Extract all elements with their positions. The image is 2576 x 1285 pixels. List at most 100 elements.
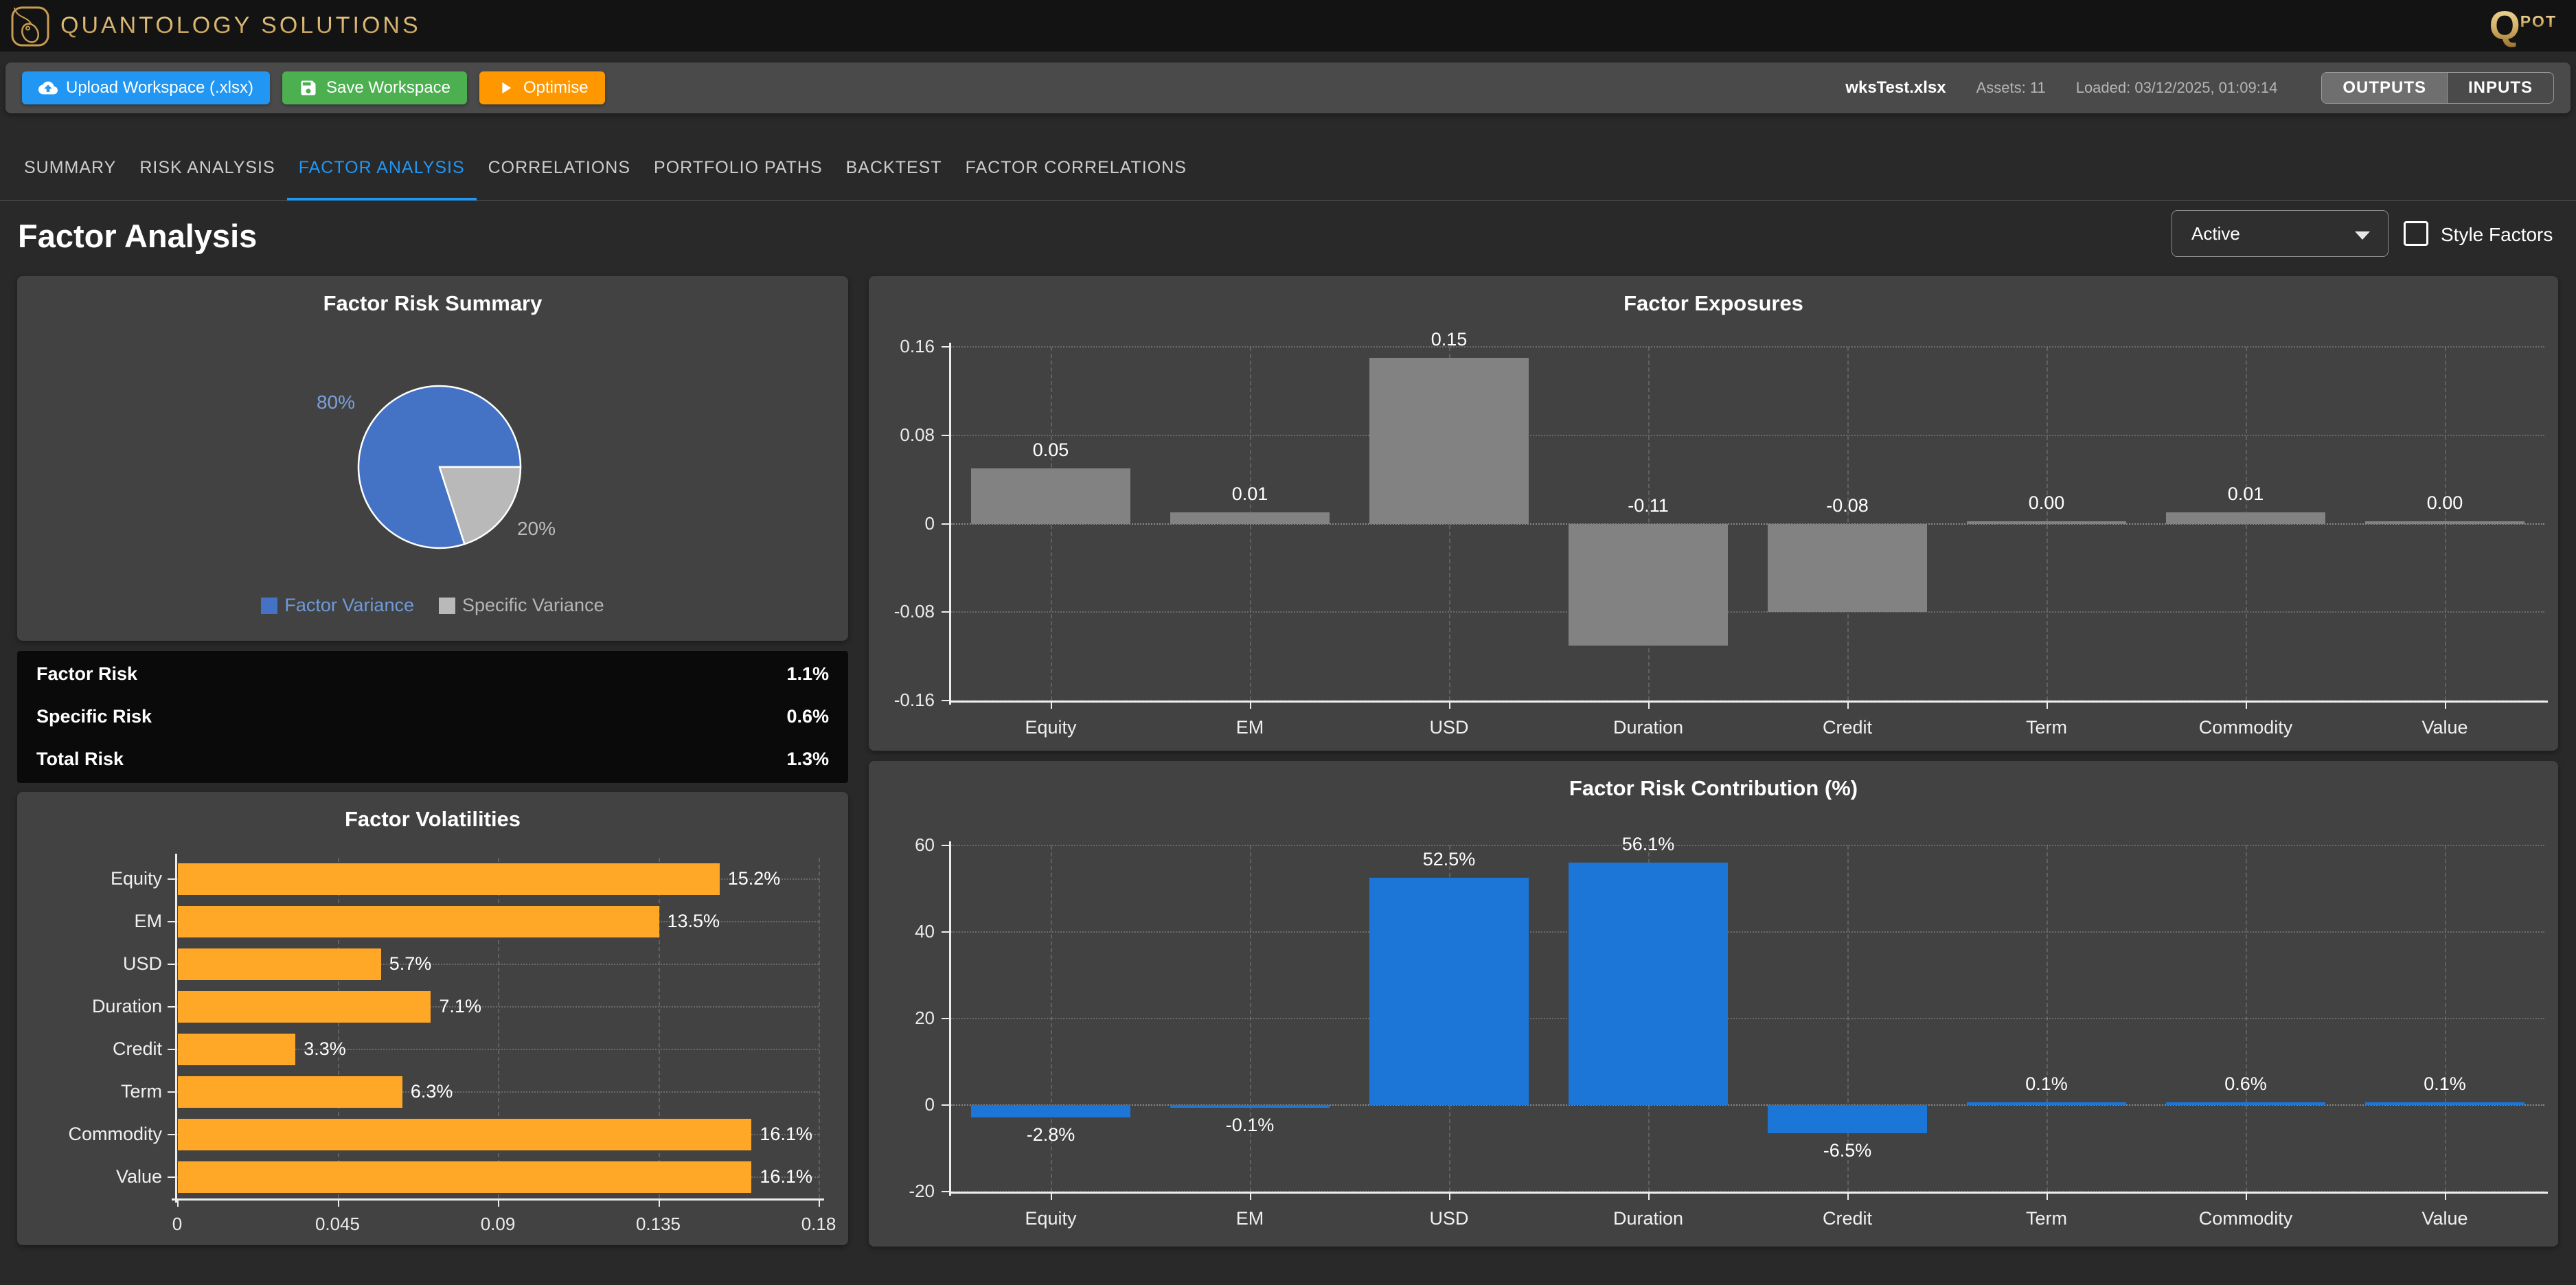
y-tick — [168, 878, 176, 880]
value-label: 5.7% — [389, 953, 432, 974]
x-gridline — [2047, 347, 2048, 701]
qpot-logo: Q POT — [2489, 0, 2557, 52]
inputs-toggle-button[interactable]: INPUTS — [2446, 73, 2553, 103]
x-gridline — [2445, 347, 2446, 701]
optimise-label: Optimise — [523, 78, 589, 97]
y-tick-label: 20 — [915, 1008, 935, 1028]
y-gridline — [951, 611, 2544, 613]
tab-portfolio-paths[interactable]: PORTFOLIO PATHS — [654, 157, 823, 177]
category-label: Value — [2421, 717, 2468, 738]
tab-risk-analysis[interactable]: RISK ANALYSIS — [139, 157, 275, 177]
y-tick — [942, 1018, 950, 1019]
tab-correlations[interactable]: CORRELATIONS — [488, 157, 631, 177]
optimise-button[interactable]: Optimise — [479, 71, 605, 104]
category-label: Credit — [1822, 1208, 1873, 1229]
upload-workspace-label: Upload Workspace (.xlsx) — [66, 78, 253, 97]
table-row: Factor Risk 1.1% — [17, 652, 848, 695]
category-label: Term — [2026, 1208, 2067, 1229]
portfolio-mode-select[interactable]: Active — [2172, 210, 2389, 257]
x-tick-label: 0.135 — [635, 1214, 681, 1234]
value-label: 0.01 — [2227, 484, 2264, 505]
save-workspace-button[interactable]: Save Workspace — [282, 71, 467, 104]
pie-legend: Factor Variance Specific Variance — [17, 595, 848, 616]
x-gridline — [2246, 347, 2247, 701]
y-tick — [168, 1176, 176, 1178]
outputs-toggle-button[interactable]: OUTPUTS — [2322, 73, 2447, 103]
bar-duration — [1569, 523, 1728, 646]
y-tick-label: 60 — [915, 834, 935, 855]
bar-commodity — [2166, 512, 2325, 524]
y-gridline — [177, 1049, 819, 1050]
y-gridline — [951, 845, 2544, 846]
x-gridline — [1250, 347, 1251, 701]
x-gridline — [1847, 845, 1849, 1192]
value-label: 16.1% — [760, 1124, 812, 1144]
y-axis-line — [949, 343, 951, 705]
x-tick — [658, 1198, 660, 1207]
pie-slice-factor-variance — [357, 385, 522, 549]
y-tick-label: 0 — [924, 512, 935, 534]
style-factors-checkbox[interactable] — [2404, 221, 2428, 246]
y-gridline — [951, 1104, 2544, 1106]
y-gridline — [177, 964, 819, 965]
category-label: Duration — [1612, 1208, 1684, 1229]
y-tick-label: -0.16 — [893, 690, 935, 710]
chevron-down-icon — [2355, 231, 2370, 240]
bar-term — [1967, 521, 2126, 524]
page-title: Factor Analysis — [18, 218, 258, 254]
bar-em — [1170, 512, 1330, 524]
y-tick-label: -20 — [909, 1181, 935, 1201]
tab-factor-analysis[interactable]: FACTOR ANALYSIS — [286, 137, 477, 201]
x-tick — [2047, 1192, 2048, 1200]
y-tick-label: 0.08 — [900, 424, 935, 445]
category-label: Commodity — [2198, 1208, 2293, 1229]
y-gridline — [951, 346, 2544, 348]
y-tick — [168, 1006, 176, 1008]
specific-variance-label: Specific Variance — [461, 595, 604, 615]
tab-factor-correlations[interactable]: FACTOR CORRELATIONS — [965, 157, 1187, 177]
play-icon — [502, 82, 512, 94]
style-factors-label: Style Factors — [2441, 224, 2553, 245]
legend-factor-variance[interactable]: Factor Variance — [261, 595, 414, 616]
value-label: 3.3% — [304, 1038, 346, 1059]
category-label: Commodity — [2198, 717, 2293, 738]
y-tick — [168, 1134, 176, 1135]
x-tick — [498, 1198, 499, 1207]
y-tick — [168, 1091, 176, 1093]
tab-summary[interactable]: SUMMARY — [24, 157, 117, 177]
value-label: 15.2% — [727, 868, 781, 889]
bar-commodity — [2166, 1102, 2325, 1105]
bar-credit — [1768, 1105, 1927, 1133]
tab-backtest[interactable]: BACKTEST — [845, 157, 942, 177]
category-label: Credit — [1822, 717, 1873, 738]
factor-risk-pie-chart: 80% 20% — [17, 276, 848, 641]
x-gridline — [498, 858, 499, 1198]
assets-count: Assets: 11 — [1976, 79, 2046, 96]
nav-tabs: SUMMARY RISK ANALYSIS FACTOR ANALYSIS CO… — [0, 137, 2576, 201]
y-axis-line — [175, 854, 177, 1203]
x-tick — [1847, 701, 1849, 709]
y-tick — [942, 700, 950, 701]
value-label: -2.8% — [1026, 1124, 1075, 1145]
bar-value — [2365, 521, 2524, 524]
mode-select-value: Active — [2191, 223, 2240, 244]
bar-usd — [178, 948, 381, 980]
workspace-toolbar: Upload Workspace (.xlsx) Save Workspace … — [5, 62, 2571, 113]
legend-specific-variance[interactable]: Specific Variance — [438, 595, 604, 616]
bar-equity — [971, 1105, 1130, 1117]
value-label: 6.3% — [410, 1081, 453, 1102]
factor-risk-summary-title: Factor Risk Summary — [323, 291, 543, 315]
y-tick — [942, 611, 950, 613]
x-gridline — [1051, 845, 1052, 1192]
factor-variance-label: Factor Variance — [284, 595, 414, 615]
x-tick — [1648, 1192, 1650, 1200]
category-label: Value — [2421, 1208, 2468, 1229]
x-tick-label: 0.09 — [480, 1214, 516, 1234]
upload-workspace-button[interactable]: Upload Workspace (.xlsx) — [22, 71, 270, 104]
y-tick — [168, 964, 176, 965]
y-tick — [168, 1049, 176, 1050]
total-risk-value: 1.3% — [786, 748, 829, 769]
category-label: Credit — [112, 1038, 162, 1059]
brand-title: QUANTOLOGY SOLUTIONS — [60, 0, 421, 52]
specific-variance-swatch — [438, 597, 455, 614]
